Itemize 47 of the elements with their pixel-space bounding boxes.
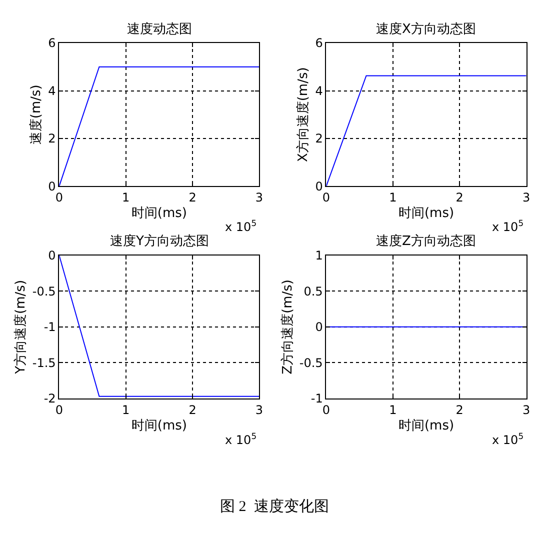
text: x 10$^{5}$ bbox=[225, 431, 257, 448]
x-tick-label: 1 bbox=[122, 402, 130, 417]
y-axis-title: Z方向速度(m/s) bbox=[279, 280, 296, 374]
chart-title: 速度Y方向动态图 bbox=[110, 233, 209, 249]
x-tick-label: 3 bbox=[255, 402, 264, 417]
x-tick-label: 3 bbox=[522, 402, 530, 417]
y-tick-label: 0.5 bbox=[304, 284, 323, 298]
y-tick-label: 1 bbox=[315, 248, 323, 263]
caption: 图 2 速度变化图 bbox=[220, 498, 329, 515]
y-tick-label: 6 bbox=[315, 36, 323, 50]
x-tick-label: 3 bbox=[522, 190, 530, 205]
y-axis-title: X方向速度(m/s) bbox=[295, 67, 312, 162]
x-tick-label: 1 bbox=[122, 190, 130, 205]
y-tick-label: 2 bbox=[315, 132, 323, 146]
y-tick-label: 4 bbox=[48, 84, 56, 98]
x-tick-label: 1 bbox=[389, 190, 397, 205]
chart-title: 速度动态图 bbox=[127, 21, 192, 37]
y-tick-label: 0 bbox=[315, 320, 323, 334]
y-axis-title: Y方向速度(m/s) bbox=[12, 280, 28, 375]
y-tick-label: -0.5 bbox=[299, 356, 323, 370]
y-tick-label: -0.5 bbox=[32, 284, 56, 298]
y-tick-label: -1.5 bbox=[32, 356, 56, 370]
y-tick-label: 6 bbox=[48, 36, 56, 50]
y-tick-label: 2 bbox=[48, 132, 56, 146]
x-axis-title: 时间(ms) bbox=[131, 418, 187, 434]
y-tick-label: 0 bbox=[48, 248, 56, 263]
x-tick-label: 2 bbox=[456, 190, 464, 205]
y-tick-label: -2 bbox=[44, 392, 56, 406]
text: x 10$^{5}$ bbox=[492, 431, 524, 448]
text: x 10$^{5}$ bbox=[492, 218, 524, 234]
y-tick-label: -1 bbox=[310, 392, 323, 406]
x-tick-label: 2 bbox=[456, 402, 464, 417]
chart-title: 速度X方向动态图 bbox=[376, 21, 476, 37]
y-tick-label: 0 bbox=[48, 179, 56, 194]
x-tick-label: 2 bbox=[188, 190, 196, 205]
x-axis-title: 时间(ms) bbox=[131, 206, 187, 222]
chart-title: 速度Z方向动态图 bbox=[376, 233, 476, 249]
y-tick-label: 0 bbox=[315, 179, 323, 194]
x-tick-label: 1 bbox=[389, 402, 397, 417]
text: x 10$^{5}$ bbox=[225, 218, 257, 234]
y-tick-label: 4 bbox=[315, 84, 323, 98]
x-tick-label: 2 bbox=[188, 402, 196, 417]
x-tick-label: 3 bbox=[255, 190, 264, 205]
x-axis-title: 时间(ms) bbox=[398, 418, 454, 434]
x-axis-title: 时间(ms) bbox=[398, 206, 454, 222]
y-tick-label: -1 bbox=[44, 320, 56, 334]
y-axis-title: 速度(m/s) bbox=[28, 84, 44, 145]
